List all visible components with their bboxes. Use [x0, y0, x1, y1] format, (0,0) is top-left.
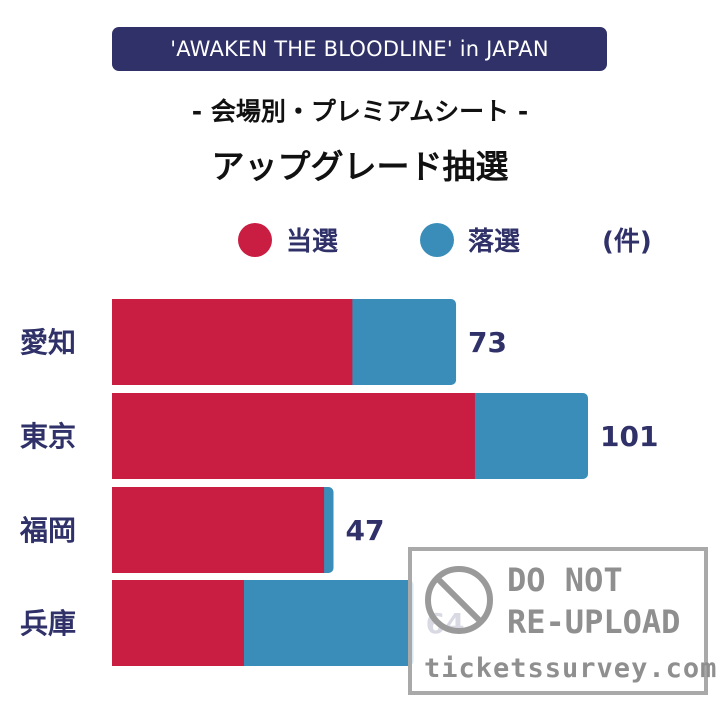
total-label: 47 — [346, 514, 385, 547]
bars: 愛知73東京101福岡47兵庫64 — [19, 299, 658, 666]
bar-segment-win — [112, 580, 244, 666]
watermark: DO NOT RE-UPLOAD ticketssurvey.com — [408, 547, 716, 695]
bar-segment-win — [112, 299, 353, 385]
legend-label-1: 当選 — [286, 227, 338, 257]
bar-segment-win — [112, 487, 325, 573]
legend-swatch-2 — [420, 223, 454, 257]
chart-title: アップグレード抽選 — [211, 147, 509, 186]
category-label: 兵庫 — [20, 607, 76, 640]
category-label: 東京 — [20, 420, 76, 453]
total-label: 101 — [600, 420, 658, 453]
legend-label-2: 落選 — [468, 227, 520, 257]
category-label: 愛知 — [20, 326, 76, 359]
legend-unit: (件) — [602, 227, 652, 257]
legend: 当選 落選 (件) — [238, 223, 652, 257]
total-label: 73 — [468, 326, 507, 359]
watermark-line-2: RE-UPLOAD — [507, 603, 681, 641]
no-entry-icon — [425, 566, 493, 634]
title-badge: 'AWAKEN THE BLOODLINE' in JAPAN — [112, 27, 607, 71]
watermark-line-1: DO NOT — [507, 561, 623, 599]
chart-subtitle: - 会場別・プレミアムシート - — [191, 97, 529, 126]
category-label: 福岡 — [19, 514, 76, 547]
legend-swatch-1 — [238, 223, 272, 257]
watermark-site: ticketssurvey.com — [424, 653, 718, 684]
bar-segment-win — [112, 393, 475, 479]
